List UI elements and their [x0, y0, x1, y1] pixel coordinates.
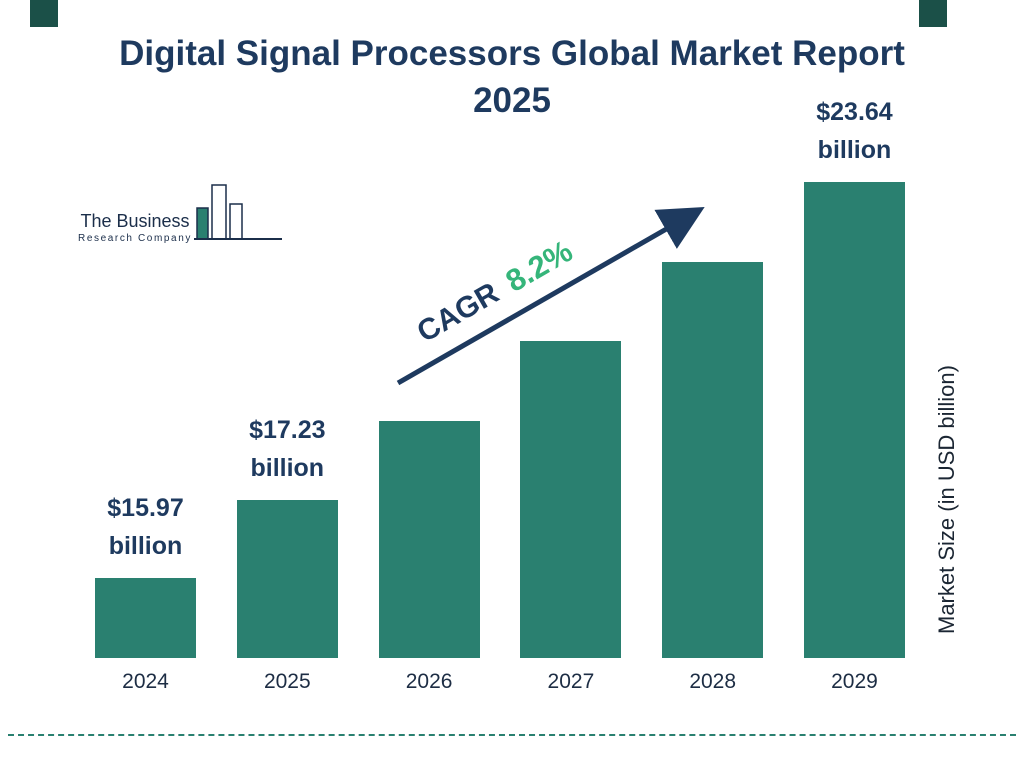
- bar-chart: $15.97 billion 2024 $17.23 billion 2025 …: [95, 98, 905, 693]
- bar-value-amount: $17.23: [249, 415, 326, 444]
- bar-group: $15.97 billion 2024: [95, 160, 196, 693]
- bar-2026: [378, 421, 480, 658]
- x-axis-tick-label: 2029: [831, 670, 878, 693]
- bar-value-amount: $15.97: [107, 493, 184, 522]
- page-title: Digital Signal Processors Global Market …: [119, 34, 905, 121]
- bar-value-amount: $23.64: [816, 97, 893, 126]
- logo-line2: Research Company: [78, 233, 192, 244]
- x-axis-tick-label: 2024: [122, 670, 169, 693]
- bar-2025: [236, 500, 338, 658]
- logo-text: The Business Research Company: [78, 211, 192, 244]
- x-axis-tick-label: 2028: [689, 670, 737, 693]
- logo-bars-icon: [193, 184, 282, 240]
- company-logo: The Business Research Company: [78, 182, 282, 244]
- bar-2028: [662, 262, 764, 658]
- bar-value-label: $17.23 billion: [177, 411, 397, 489]
- y-axis-label: Market Size (in USD billion): [934, 365, 959, 635]
- bottom-dashed-divider: [8, 734, 1016, 736]
- bar-value-unit: billion: [250, 454, 325, 483]
- bar-group: $17.23 billion 2025: [236, 160, 338, 693]
- logo-line1: The Business: [80, 211, 190, 231]
- bar-group: 2028: [662, 160, 764, 693]
- bar-group: 2026: [378, 160, 480, 693]
- x-axis-tick-label: 2026: [405, 670, 453, 693]
- bar-value-label: $15.97 billion: [36, 489, 256, 567]
- bar-2024: [95, 578, 196, 658]
- bar-value-label: $23.64 billion: [744, 93, 964, 171]
- x-axis-tick-label: 2025: [263, 670, 311, 693]
- bar-2029: [803, 182, 905, 658]
- bar-2027: [520, 341, 622, 658]
- bar-value-unit: billion: [817, 136, 892, 165]
- bar-value-unit: billion: [108, 532, 183, 561]
- corner-accent-right: [919, 0, 947, 27]
- x-axis-tick-label: 2027: [547, 670, 595, 693]
- bars: $15.97 billion 2024 $17.23 billion 2025 …: [95, 98, 905, 693]
- corner-accent-left: [30, 0, 58, 27]
- bar-group: $23.64 billion 2029: [803, 98, 905, 693]
- bar-group: 2027: [520, 160, 622, 693]
